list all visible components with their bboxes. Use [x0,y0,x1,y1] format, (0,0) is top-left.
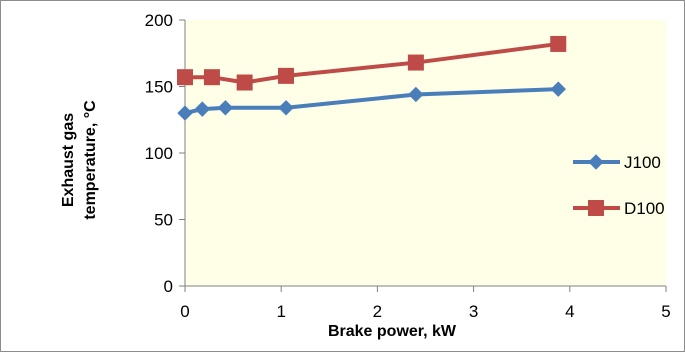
legend-item-d100: D100 [573,199,665,218]
y-tick-label: 150 [145,78,173,97]
data-point-d100 [407,54,424,71]
data-point-d100 [278,67,295,84]
x-tick-label: 2 [373,302,382,321]
legend-label-j100: J100 [624,153,661,172]
data-point-d100 [177,69,193,86]
plot-area [185,20,666,286]
y-tick-label: 200 [145,11,173,30]
data-point-j100 [550,81,566,97]
x-tick-label: 4 [565,302,574,321]
legend-marker-d100 [588,200,604,216]
y-tick-label: 50 [154,211,173,230]
series-layer [177,35,567,121]
x-axis-title: Brake power, kW [328,323,457,340]
x-tick-label: 5 [661,302,670,321]
x-tick-label: 1 [276,302,285,321]
series-j100 [177,81,566,121]
y-axis-title: Exhaust gas temperature, °C [60,100,99,220]
data-point-j100 [278,100,294,116]
x-tick-label: 0 [180,302,189,321]
data-point-j100 [408,86,424,103]
x-tick-label: 3 [469,302,478,321]
y-tick-label: 0 [164,277,173,296]
data-point-j100 [217,100,234,116]
y-axis-title-line-2: temperature, °C [82,100,99,220]
data-point-j100 [177,105,193,121]
legend-label-d100: D100 [624,199,665,218]
series-d100 [177,35,567,91]
data-point-d100 [203,69,220,86]
legend-marker-j100 [588,154,604,170]
y-axis-title-line-1: Exhaust gas [60,113,77,207]
y-tick-label: 100 [145,144,173,163]
data-point-d100 [236,74,253,91]
data-point-j100 [194,101,211,117]
x-axis-ticks: 0 1 2 3 4 5 [180,286,671,321]
y-axis-ticks: 0 50 100 150 200 [145,11,185,296]
data-point-d100 [550,35,567,52]
legend: J100 D100 [573,153,665,218]
legend-item-j100: J100 [573,153,661,172]
